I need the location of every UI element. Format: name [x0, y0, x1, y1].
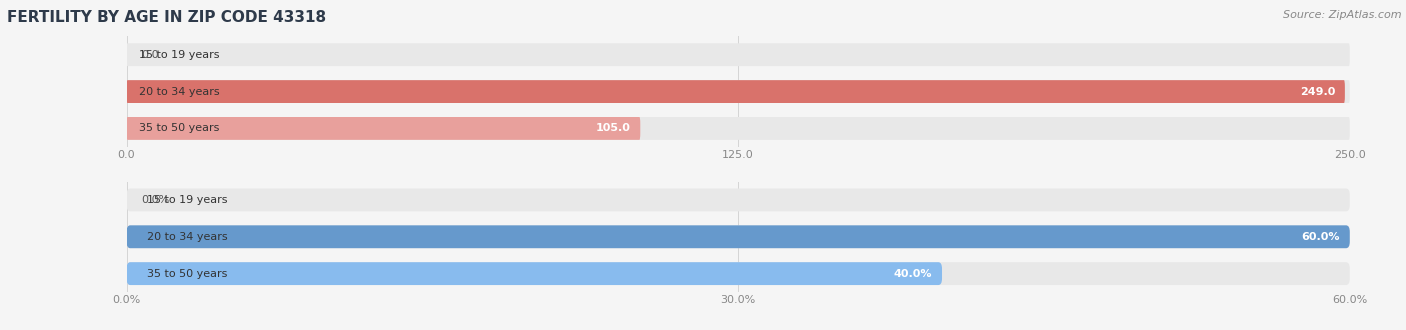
- Text: 60.0%: 60.0%: [1302, 232, 1340, 242]
- Text: 105.0: 105.0: [596, 123, 630, 133]
- Text: 0.0%: 0.0%: [141, 195, 170, 205]
- Text: FERTILITY BY AGE IN ZIP CODE 43318: FERTILITY BY AGE IN ZIP CODE 43318: [7, 10, 326, 25]
- Text: 20 to 34 years: 20 to 34 years: [139, 86, 219, 97]
- FancyBboxPatch shape: [127, 225, 1350, 248]
- FancyBboxPatch shape: [127, 188, 1350, 211]
- Text: 15 to 19 years: 15 to 19 years: [146, 195, 226, 205]
- FancyBboxPatch shape: [127, 117, 1350, 140]
- Text: 35 to 50 years: 35 to 50 years: [139, 123, 219, 133]
- FancyBboxPatch shape: [127, 262, 1350, 285]
- FancyBboxPatch shape: [127, 80, 1346, 103]
- Text: 249.0: 249.0: [1299, 86, 1336, 97]
- Text: 35 to 50 years: 35 to 50 years: [146, 269, 226, 279]
- Text: 0.0: 0.0: [141, 50, 159, 60]
- FancyBboxPatch shape: [127, 262, 942, 285]
- Text: 15 to 19 years: 15 to 19 years: [139, 50, 219, 60]
- FancyBboxPatch shape: [127, 225, 1350, 248]
- FancyBboxPatch shape: [127, 80, 1350, 103]
- Text: 20 to 34 years: 20 to 34 years: [146, 232, 228, 242]
- Text: Source: ZipAtlas.com: Source: ZipAtlas.com: [1284, 10, 1402, 20]
- FancyBboxPatch shape: [127, 117, 640, 140]
- Text: 40.0%: 40.0%: [894, 269, 932, 279]
- FancyBboxPatch shape: [127, 43, 1350, 66]
